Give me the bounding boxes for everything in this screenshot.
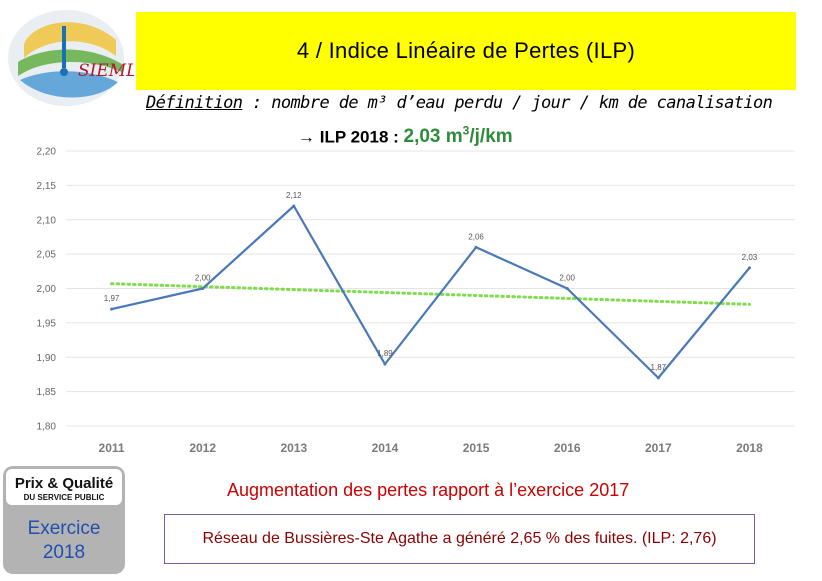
y-tick-label: 2,10: [37, 215, 57, 226]
definition-label: Définition: [146, 93, 243, 113]
y-tick-label: 2,15: [37, 181, 57, 192]
siemly-logo: SIEMLY: [8, 10, 134, 106]
data-label: 2,12: [286, 191, 302, 200]
badge-line3: Exercice: [28, 518, 101, 539]
y-tick-label: 2,00: [37, 284, 57, 295]
badge-line2: DU SERVICE PUBLIC: [24, 493, 105, 502]
note-text: Réseau de Bussières-Ste Agathe a généré …: [202, 530, 717, 547]
note-box: Réseau de Bussières-Ste Agathe a généré …: [164, 514, 755, 564]
x-tick-label: 2012: [189, 441, 216, 455]
title-banner: 4 / Indice Linéaire de Pertes (ILP): [136, 12, 796, 90]
ilp-unit-sup: 3: [462, 124, 470, 138]
data-point: [292, 204, 296, 208]
y-tick-label: 1,95: [37, 318, 57, 329]
badge-line4: 2018: [43, 542, 85, 563]
logo-text: SIEMLY: [78, 61, 134, 81]
augmentation-text: Augmentation des pertes rapport à l’exer…: [227, 480, 630, 500]
trendline: [110, 282, 751, 306]
x-tick-label: 2017: [645, 441, 672, 455]
page-title: 4 / Indice Linéaire de Pertes (ILP): [296, 38, 636, 63]
ilp-unit-end: /j/km: [469, 126, 513, 148]
x-tick-label: 2016: [554, 441, 581, 455]
chart-grid: [66, 150, 795, 427]
ilp-prefix: → ILP 2018 :: [298, 127, 404, 147]
y-tick-label: 1,80: [37, 422, 57, 433]
y-tick-label: 1,85: [37, 387, 57, 398]
y-tick-label: 2,20: [37, 147, 57, 158]
data-label: 2,00: [195, 274, 211, 283]
x-axis-ticks: 2011 2012 2013 2014 2015 2016 2017 2018: [99, 441, 764, 455]
ilp-value-number: 2,03 m: [403, 126, 463, 148]
x-tick-label: 2015: [463, 441, 490, 455]
data-label: 1,89: [377, 349, 393, 358]
x-tick-label: 2011: [99, 441, 125, 455]
ilp-line: → ILP 2018 : 2,03 m3/j/km: [298, 124, 513, 148]
y-tick-label: 1,90: [37, 353, 57, 364]
data-label: 2,00: [559, 274, 575, 283]
series-line: [111, 204, 751, 379]
x-tick-label: 2014: [372, 441, 399, 455]
series-polyline: [111, 204, 751, 379]
data-point: [201, 287, 205, 290]
data-point: [747, 266, 751, 270]
ilp-line-chart: 2,20 2,15 2,10 2,05 2,00 1,95 1,90 1,85 1,80 201…: [37, 147, 795, 455]
data-label: 1,97: [104, 294, 120, 303]
definition-line: Définition : nombre de m³ d’eau perdu / …: [146, 93, 773, 113]
data-point: [656, 376, 660, 380]
data-labels: 1,97 2,00 2,12 1,89 2,06 2,00 1,87 2,03: [104, 191, 758, 380]
badge-line1: Prix & Qualité: [15, 475, 113, 492]
ilp-value: 2,03 m3/j/km: [403, 124, 513, 148]
data-point: [474, 245, 478, 249]
data-label: 1,87: [651, 363, 667, 372]
data-label: 2,03: [742, 253, 758, 262]
x-tick-label: 2013: [280, 441, 307, 455]
data-point: [110, 307, 114, 311]
definition-text: : nombre de m³ d’eau perdu / jour / km d…: [242, 93, 773, 113]
x-tick-label: 2018: [736, 441, 763, 455]
prix-qualite-badge: Prix & Qualité DU SERVICE PUBLIC Exercic…: [3, 466, 125, 574]
data-point: [383, 362, 387, 366]
data-label: 2,06: [468, 232, 484, 241]
data-point: [565, 287, 569, 290]
y-tick-label: 2,05: [37, 250, 57, 261]
y-axis-ticks: 2,20 2,15 2,10 2,05 2,00 1,95 1,90 1,85 1,80: [37, 147, 57, 433]
trendline-path: [110, 282, 751, 306]
